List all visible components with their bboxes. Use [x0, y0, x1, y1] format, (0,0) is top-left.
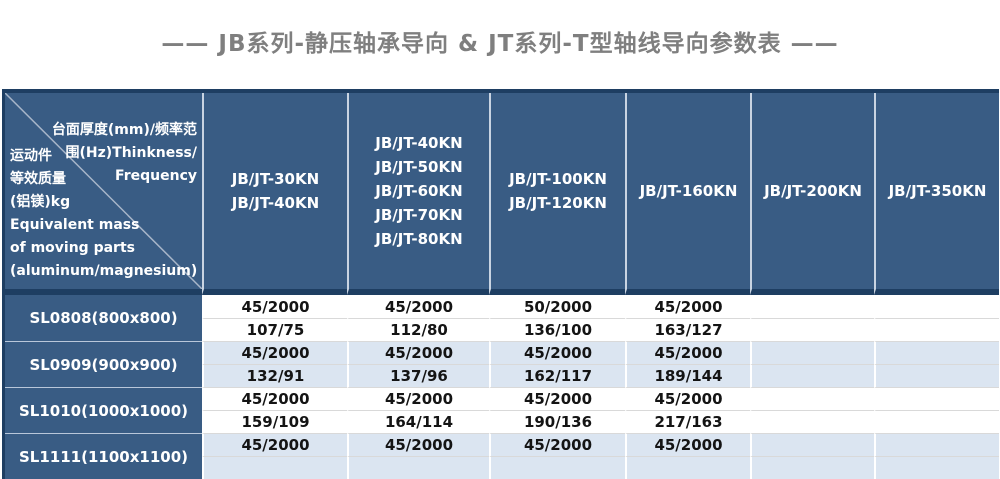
- data-cell: [874, 456, 999, 479]
- data-cell: [750, 433, 874, 456]
- diagonal-divider-line: [5, 93, 202, 289]
- data-cell: [874, 318, 999, 341]
- data-cell: 112/80: [347, 318, 489, 341]
- column-header-jb-jt-350kn: JB/JT-350KN: [874, 93, 999, 295]
- data-cell: 136/100: [489, 318, 625, 341]
- data-cell: 45/2000: [625, 433, 750, 456]
- data-cell: [874, 387, 999, 410]
- data-cell: 164/114: [347, 410, 489, 433]
- data-cell: [874, 364, 999, 387]
- data-cell: 45/2000: [202, 341, 347, 364]
- corner-equivalent-mass-label: 运动件 等效质量 (铝镁)kg Equivalent mass of movin…: [10, 148, 198, 279]
- data-cell: [625, 456, 750, 479]
- corner-header-cell: 台面厚度(mm)/频率范 围(Hz)Thinkness/ Frequency 运…: [5, 93, 202, 295]
- data-cell: [874, 410, 999, 433]
- data-cell: 159/109: [202, 410, 347, 433]
- column-header-jb-jt-100-120kn: JB/JT-100KN JB/JT-120KN: [489, 93, 625, 295]
- page-title: —— JB系列-静压轴承导向 & JT系列-T型轴线导向参数表 ——: [161, 31, 839, 57]
- data-cell: 45/2000: [202, 295, 347, 318]
- data-cell: [489, 456, 625, 479]
- data-cell: 137/96: [347, 364, 489, 387]
- data-cell: 132/91: [202, 364, 347, 387]
- parameters-table: 台面厚度(mm)/频率范 围(Hz)Thinkness/ Frequency 运…: [2, 89, 999, 479]
- data-cell: [874, 295, 999, 318]
- corner-thickness-frequency-label: 台面厚度(mm)/频率范 围(Hz)Thinkness/ Frequency: [51, 122, 197, 184]
- data-cell: [347, 456, 489, 479]
- data-cell: 45/2000: [202, 433, 347, 456]
- data-cell: 45/2000: [347, 387, 489, 410]
- data-cell: 217/163: [625, 410, 750, 433]
- data-cell: 50/2000: [489, 295, 625, 318]
- data-cell: [874, 433, 999, 456]
- row-label-sl0808: SL0808(800x800): [5, 295, 202, 341]
- data-cell: 45/2000: [347, 341, 489, 364]
- row-label-sl1111: SL1111(1100x1100): [5, 433, 202, 479]
- data-cell: [202, 456, 347, 479]
- data-cell: 45/2000: [347, 295, 489, 318]
- data-cell: [750, 318, 874, 341]
- data-cell: [750, 364, 874, 387]
- data-cell: 189/144: [625, 364, 750, 387]
- data-cell: 45/2000: [489, 387, 625, 410]
- data-cell: 45/2000: [489, 341, 625, 364]
- data-cell: 107/75: [202, 318, 347, 341]
- row-label-sl0909: SL0909(900x900): [5, 341, 202, 387]
- column-header-jb-jt-160kn: JB/JT-160KN: [625, 93, 750, 295]
- data-cell: [750, 341, 874, 364]
- row-label-sl1010: SL1010(1000x1000): [5, 387, 202, 433]
- data-cell: 45/2000: [625, 341, 750, 364]
- column-header-jb-jt-200kn: JB/JT-200KN: [750, 93, 874, 295]
- data-cell: 162/117: [489, 364, 625, 387]
- column-header-jb-jt-30-40kn: JB/JT-30KN JB/JT-40KN: [202, 93, 347, 295]
- data-cell: [750, 410, 874, 433]
- data-cell: 45/2000: [625, 295, 750, 318]
- data-cell: [750, 456, 874, 479]
- data-cell: 45/2000: [625, 387, 750, 410]
- column-header-jb-jt-40-80kn: JB/JT-40KN JB/JT-50KN JB/JT-60KN JB/JT-7…: [347, 93, 489, 295]
- data-cell: 45/2000: [202, 387, 347, 410]
- data-cell: 163/127: [625, 318, 750, 341]
- data-cell: [874, 341, 999, 364]
- data-cell: 190/136: [489, 410, 625, 433]
- data-cell: [750, 295, 874, 318]
- data-cell: [750, 387, 874, 410]
- data-cell: 45/2000: [489, 433, 625, 456]
- data-cell: 45/2000: [347, 433, 489, 456]
